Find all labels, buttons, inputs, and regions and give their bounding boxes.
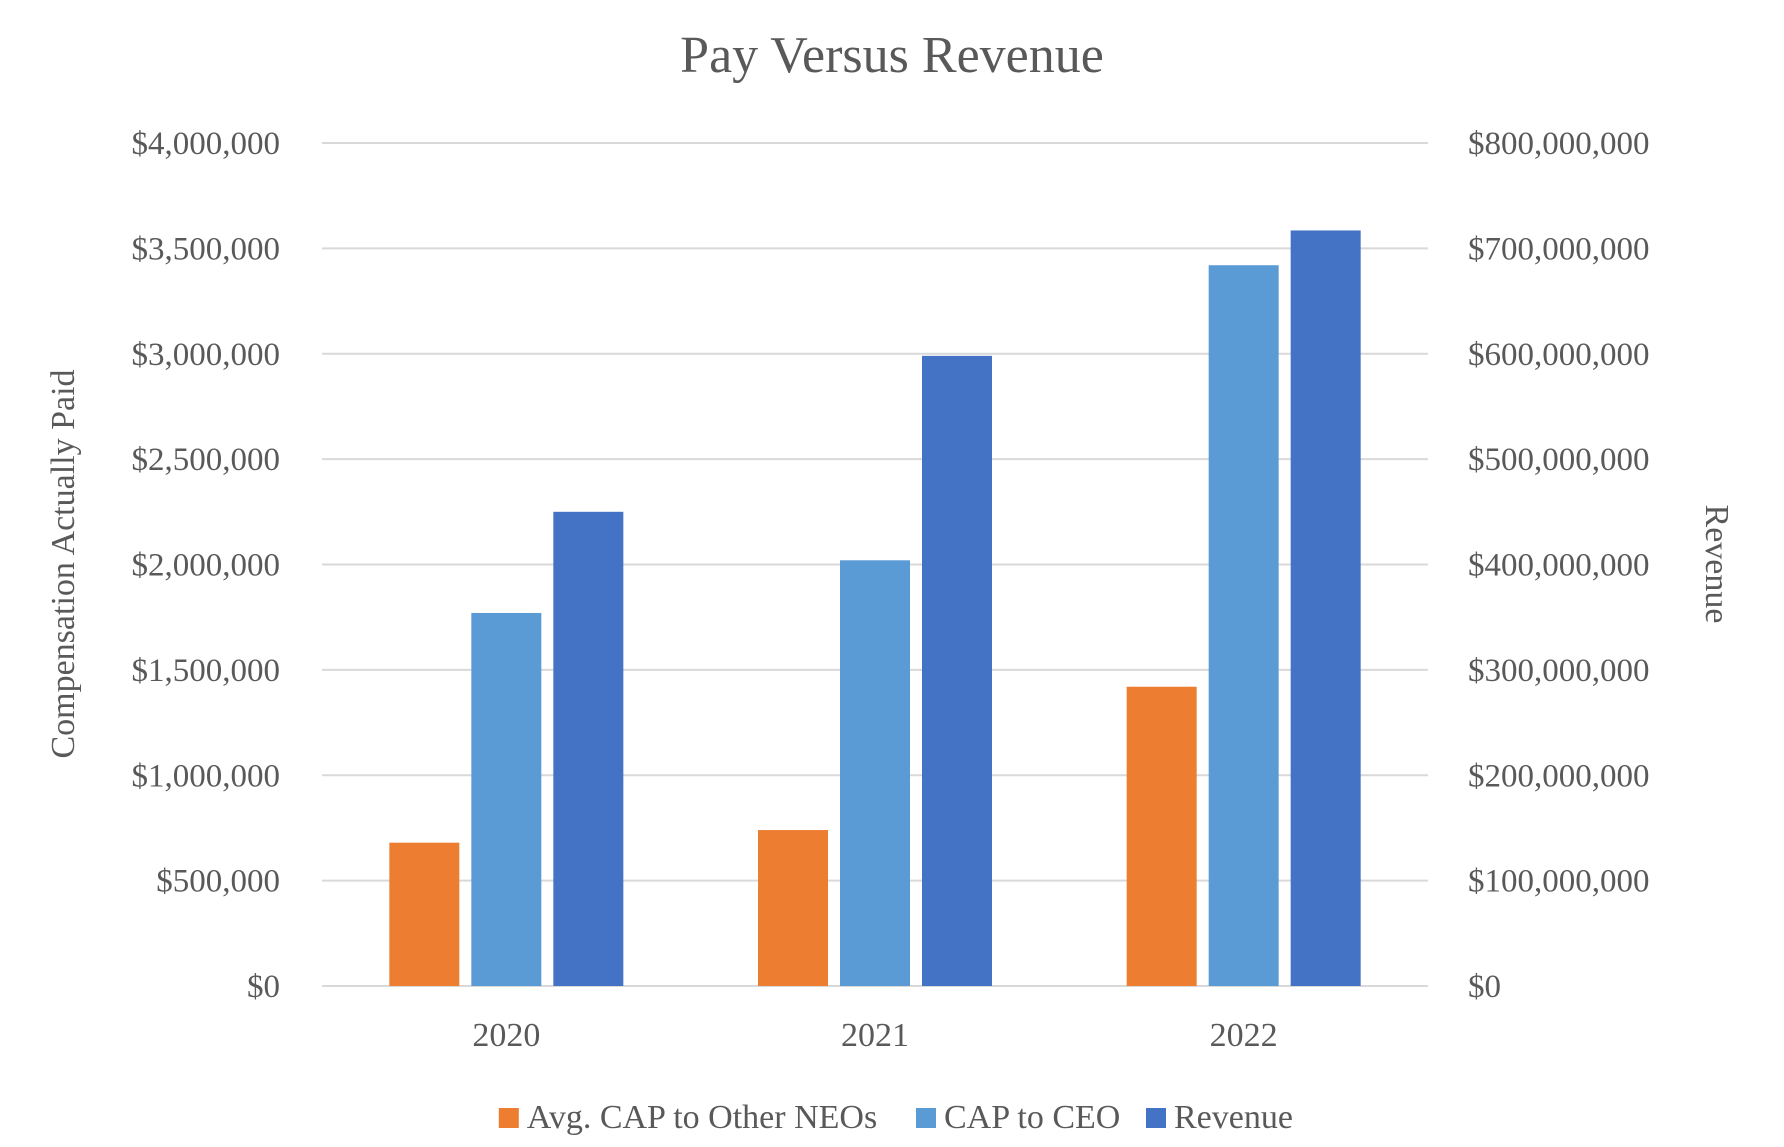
left-axis-title: Compensation Actually Paid [45, 369, 82, 758]
left-axis-tick-label: $1,000,000 [132, 758, 281, 794]
bar-revenue-2021 [922, 355, 992, 986]
legend-swatch-cap-to-ceo [916, 1108, 936, 1128]
legend-swatch-revenue [1146, 1108, 1166, 1128]
right-axis-title: Revenue [1698, 505, 1735, 624]
bar-cap-to-ceo-2022 [1208, 265, 1279, 986]
bars [389, 230, 1361, 986]
left-axis-tick-label: $2,500,000 [132, 442, 281, 478]
right-axis-tick-label: $300,000,000 [1468, 653, 1650, 689]
bar-revenue-2020 [553, 511, 624, 986]
right-axis-tick-label: $100,000,000 [1468, 864, 1650, 900]
category-label: 2020 [472, 1017, 540, 1054]
left-axis-tick-label: $1,500,000 [132, 653, 281, 689]
chart-title: Pay Versus Revenue [680, 27, 1104, 84]
left-axis-tick-label: $0 [247, 969, 280, 1005]
legend-swatch-avg-cap-to-other-neos [498, 1108, 519, 1128]
bar-avg-cap-to-other-neos-2021 [758, 830, 828, 986]
right-axis-tick-label: $700,000,000 [1468, 231, 1650, 267]
right-axis-tick-label: $200,000,000 [1468, 758, 1650, 794]
category-labels: 2020 2021 2022 [472, 1017, 1277, 1054]
bar-cap-to-ceo-2021 [840, 560, 910, 986]
bar-revenue-2022 [1290, 230, 1361, 986]
right-axis-tick-label: $0 [1468, 969, 1501, 1005]
category-label: 2021 [841, 1017, 909, 1054]
right-axis-ticks: $0 $100,000,000 $200,000,000 $300,000,000 $4… [1468, 126, 1650, 1005]
left-axis-ticks: $0 $500,000 $1,000,000 $1,500,000 $2,000,000… [132, 126, 281, 1005]
left-axis-tick-label: $2,000,000 [132, 548, 281, 584]
bar-avg-cap-to-other-neos-2022 [1126, 686, 1197, 986]
legend-label-cap-to-ceo: CAP to CEO [944, 1099, 1120, 1136]
left-axis-tick-label: $500,000 [156, 864, 280, 900]
left-axis-tick-label: $4,000,000 [132, 126, 281, 162]
legend-label-avg-cap-to-other-neos: Avg. CAP to Other NEOs [527, 1099, 877, 1136]
category-label: 2022 [1210, 1017, 1278, 1054]
left-axis-tick-label: $3,500,000 [132, 231, 281, 267]
right-axis-tick-label: $600,000,000 [1468, 337, 1650, 373]
right-axis-tick-label: $800,000,000 [1468, 126, 1650, 162]
right-axis-tick-label: $400,000,000 [1468, 548, 1650, 584]
right-axis-tick-label: $500,000,000 [1468, 442, 1650, 478]
bar-avg-cap-to-other-neos-2020 [389, 842, 460, 986]
left-axis-tick-label: $3,000,000 [132, 337, 281, 373]
bar-cap-to-ceo-2020 [471, 612, 542, 986]
legend: Avg. CAP to Other NEOs CAP to CEO Revenue [498, 1099, 1293, 1136]
legend-label-revenue: Revenue [1174, 1099, 1293, 1136]
